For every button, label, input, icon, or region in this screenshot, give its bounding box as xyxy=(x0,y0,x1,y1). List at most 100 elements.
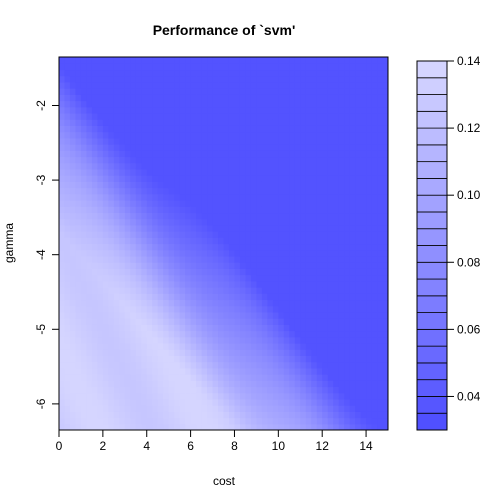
heat-cell xyxy=(366,150,373,158)
heat-cell xyxy=(223,336,230,344)
heat-cell xyxy=(135,367,142,375)
heat-cell xyxy=(218,156,225,164)
heat-cell xyxy=(261,268,268,276)
heat-cell xyxy=(102,274,109,282)
heat-cell xyxy=(207,63,214,71)
heat-cell xyxy=(256,287,263,294)
heat-cell xyxy=(305,88,312,95)
heat-cell xyxy=(75,330,82,338)
heat-cell xyxy=(338,199,345,207)
heat-cell xyxy=(272,392,279,400)
heat-cell xyxy=(316,206,323,214)
heat-cell xyxy=(64,100,71,108)
heat-cell xyxy=(261,392,268,400)
heat-cell xyxy=(261,342,268,350)
heat-cell xyxy=(256,355,263,363)
heat-cell xyxy=(97,231,104,238)
heat-cell xyxy=(135,374,142,381)
heat-cell xyxy=(141,293,148,301)
heat-cell xyxy=(69,342,77,350)
heat-cell xyxy=(174,417,181,425)
heat-cell xyxy=(355,423,362,430)
heat-cell xyxy=(119,57,126,64)
heat-cell xyxy=(294,374,301,381)
heat-cell xyxy=(289,69,296,77)
heat-cell xyxy=(333,81,340,89)
heat-cell xyxy=(135,293,142,301)
heat-cell xyxy=(59,100,66,108)
heat-cell xyxy=(256,311,263,319)
heat-cell xyxy=(234,249,241,257)
heat-cell xyxy=(196,175,203,182)
heat-cell xyxy=(283,168,290,176)
heat-cell xyxy=(157,374,164,381)
heat-cell xyxy=(135,268,142,276)
heat-cell xyxy=(250,237,257,245)
heat-cell xyxy=(135,361,142,369)
heat-cell xyxy=(102,374,109,381)
heat-cell xyxy=(141,243,148,251)
heat-cell xyxy=(239,193,247,201)
heat-cell xyxy=(124,405,131,412)
heat-cell xyxy=(338,417,345,425)
heat-cell xyxy=(382,255,388,263)
heat-cell xyxy=(157,355,164,363)
heat-cell xyxy=(64,131,71,139)
heat-cell xyxy=(349,231,356,238)
heat-cell xyxy=(130,144,137,151)
heat-cell xyxy=(245,405,252,412)
heat-cell xyxy=(135,299,142,307)
heat-cell xyxy=(69,81,77,89)
heat-cell xyxy=(86,162,93,170)
heat-cell xyxy=(344,125,351,133)
heat-cell xyxy=(108,237,115,245)
heat-cell xyxy=(113,249,120,257)
heat-cell xyxy=(135,355,142,363)
heat-cell xyxy=(311,131,318,139)
heat-cell xyxy=(207,405,214,412)
heat-cell xyxy=(168,187,175,195)
heat-cell xyxy=(267,342,274,350)
heat-cell xyxy=(355,361,362,369)
heat-cell xyxy=(201,380,208,388)
heat-cell xyxy=(239,150,247,158)
heat-cell xyxy=(327,324,334,332)
heat-cell xyxy=(97,405,104,412)
heat-cell xyxy=(360,218,367,226)
heat-cell xyxy=(113,330,120,338)
heat-cell xyxy=(311,119,318,126)
heat-cell xyxy=(272,156,279,164)
heat-cell xyxy=(91,311,98,319)
heat-cell xyxy=(59,374,66,381)
heat-cell xyxy=(371,187,378,195)
heat-cell xyxy=(86,398,93,406)
heat-cell xyxy=(267,287,274,294)
heat-cell xyxy=(69,392,77,400)
colorbar-band xyxy=(416,328,448,347)
heat-cell xyxy=(157,380,164,388)
heat-cell xyxy=(316,311,323,319)
heat-cell xyxy=(174,137,181,145)
heat-cell xyxy=(207,57,214,64)
heat-cell xyxy=(97,181,104,189)
heat-cell xyxy=(75,131,82,139)
heat-cell xyxy=(102,199,109,207)
heat-cell xyxy=(218,100,225,108)
heat-cell xyxy=(355,405,362,412)
heat-cell xyxy=(245,324,252,332)
heat-cell xyxy=(256,392,263,400)
heat-cell xyxy=(185,287,192,294)
heat-cell xyxy=(168,218,175,226)
heat-cell xyxy=(300,417,307,425)
heat-cell xyxy=(360,411,367,419)
heat-cell xyxy=(294,274,301,282)
heat-cell xyxy=(316,156,323,164)
heat-cell xyxy=(250,69,257,77)
heat-cell xyxy=(300,112,307,120)
heat-cell xyxy=(316,231,323,238)
heat-cell xyxy=(130,88,137,95)
heat-cell xyxy=(250,187,257,195)
heat-cell xyxy=(344,361,351,369)
heat-cell xyxy=(267,318,274,325)
heat-cell xyxy=(382,112,388,120)
